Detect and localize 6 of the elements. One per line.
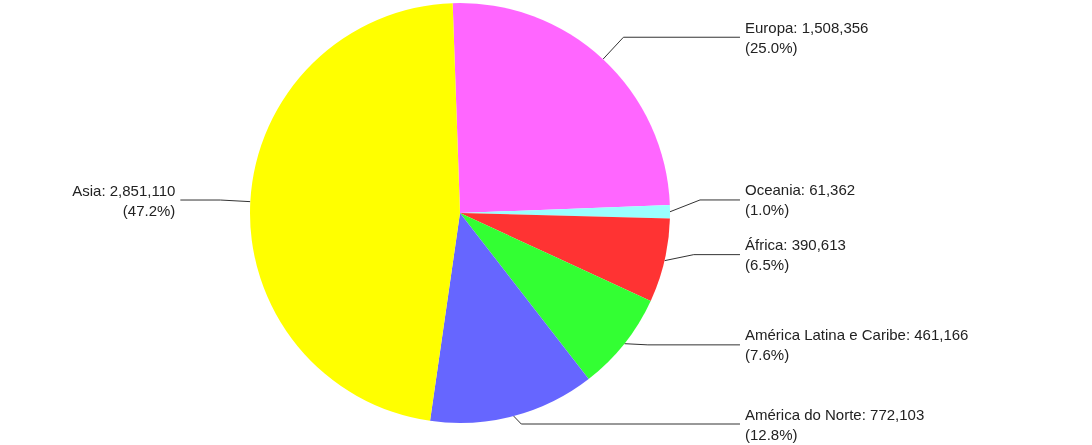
slice-label: África: 390,613 (6.5%) [745, 236, 846, 274]
slice-label: América do Norte: 772,103 (12.8%) [745, 405, 925, 443]
slice-label: América Latina e Caribe: 461,166 (7.6%) [745, 326, 969, 364]
slice-label: Europa: 1,508,356 (25.0%) [745, 18, 869, 56]
slice-label: Asia: 2,851,110 (47.2%) [72, 181, 176, 219]
slice-label: Oceania: 61,362 (1.0%) [745, 181, 856, 219]
